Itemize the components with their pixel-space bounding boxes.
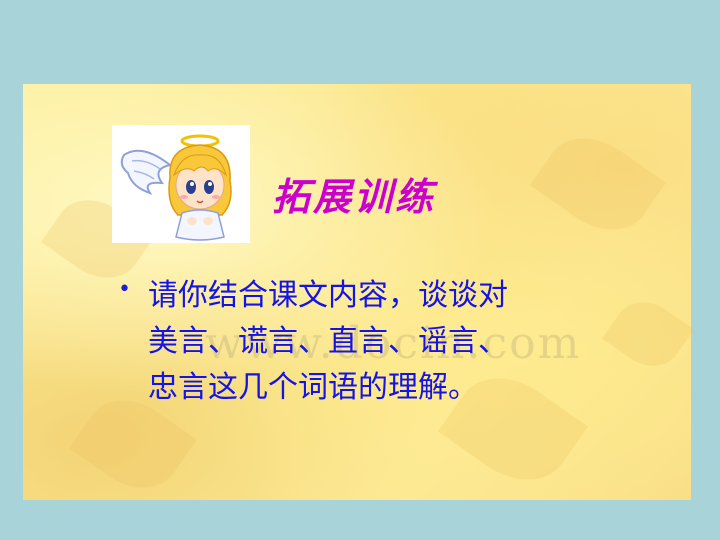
bullet-point-icon: • [118, 277, 131, 302]
slide-title: 拓展训练 [272, 175, 437, 219]
bullet-line: 美言、谎言、直言、谣言、 [148, 324, 508, 359]
watermark: www.docin.com [205, 318, 582, 369]
leaf-decoration [602, 289, 694, 379]
bullet-line: 忠言这几个词语的理解。 [148, 370, 478, 405]
leaf-decoration [530, 119, 666, 249]
bullet-line: 请你结合课文内容，谈谈对 [148, 278, 508, 313]
angel-cartoon-icon [112, 125, 250, 243]
bullet-text: 请你结合课文内容，谈谈对 美言、谎言、直言、谣言、 忠言这几个词语的理解。 [148, 273, 508, 411]
